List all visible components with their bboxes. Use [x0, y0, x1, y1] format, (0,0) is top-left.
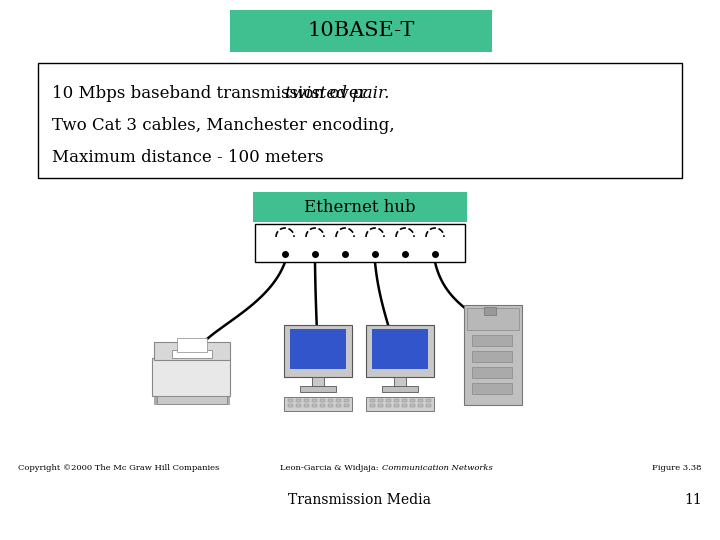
FancyBboxPatch shape: [296, 404, 301, 407]
FancyBboxPatch shape: [230, 10, 492, 52]
FancyBboxPatch shape: [402, 399, 407, 402]
FancyBboxPatch shape: [336, 399, 341, 402]
FancyBboxPatch shape: [344, 399, 349, 402]
FancyBboxPatch shape: [320, 399, 325, 402]
FancyBboxPatch shape: [328, 399, 333, 402]
FancyBboxPatch shape: [284, 397, 352, 411]
FancyBboxPatch shape: [484, 307, 496, 315]
FancyBboxPatch shape: [300, 386, 336, 392]
FancyBboxPatch shape: [464, 305, 522, 405]
Text: Leon-Garcia & Widjaja:: Leon-Garcia & Widjaja:: [280, 464, 384, 472]
FancyBboxPatch shape: [172, 350, 212, 358]
FancyBboxPatch shape: [344, 404, 349, 407]
FancyBboxPatch shape: [304, 404, 309, 407]
FancyBboxPatch shape: [328, 404, 333, 407]
FancyBboxPatch shape: [296, 399, 301, 402]
FancyBboxPatch shape: [154, 342, 230, 360]
FancyBboxPatch shape: [154, 375, 230, 405]
FancyBboxPatch shape: [288, 399, 293, 402]
FancyBboxPatch shape: [38, 63, 682, 178]
FancyBboxPatch shape: [378, 404, 383, 407]
FancyBboxPatch shape: [394, 404, 399, 407]
FancyBboxPatch shape: [472, 351, 512, 362]
Text: Two Cat 3 cables, Manchester encoding,: Two Cat 3 cables, Manchester encoding,: [52, 117, 395, 133]
FancyBboxPatch shape: [157, 396, 227, 404]
Text: 10BASE-T: 10BASE-T: [307, 22, 415, 40]
FancyBboxPatch shape: [372, 329, 428, 369]
FancyBboxPatch shape: [402, 404, 407, 407]
FancyBboxPatch shape: [386, 404, 391, 407]
FancyBboxPatch shape: [312, 399, 317, 402]
FancyBboxPatch shape: [370, 399, 375, 402]
FancyBboxPatch shape: [366, 325, 434, 377]
FancyBboxPatch shape: [370, 404, 375, 407]
FancyBboxPatch shape: [284, 325, 352, 377]
FancyBboxPatch shape: [394, 377, 406, 387]
Text: Communication Networks: Communication Networks: [382, 464, 492, 472]
Text: 10 Mbps baseband transmission over: 10 Mbps baseband transmission over: [52, 84, 372, 102]
FancyBboxPatch shape: [426, 399, 431, 402]
FancyBboxPatch shape: [410, 399, 415, 402]
FancyBboxPatch shape: [320, 404, 325, 407]
Text: Ethernet hub: Ethernet hub: [304, 199, 416, 215]
FancyBboxPatch shape: [366, 397, 434, 411]
FancyBboxPatch shape: [253, 192, 467, 222]
Text: Transmission Media: Transmission Media: [289, 493, 431, 507]
FancyBboxPatch shape: [426, 404, 431, 407]
FancyBboxPatch shape: [418, 404, 423, 407]
Text: twisted pair.: twisted pair.: [285, 84, 390, 102]
FancyBboxPatch shape: [394, 399, 399, 402]
Text: Maximum distance - 100 meters: Maximum distance - 100 meters: [52, 148, 323, 165]
Text: Copyright ©2000 The Mc Graw Hill Companies: Copyright ©2000 The Mc Graw Hill Compani…: [18, 464, 220, 472]
FancyBboxPatch shape: [410, 404, 415, 407]
FancyBboxPatch shape: [386, 399, 391, 402]
FancyBboxPatch shape: [312, 404, 317, 407]
Text: 11: 11: [684, 493, 702, 507]
FancyBboxPatch shape: [472, 367, 512, 378]
FancyBboxPatch shape: [472, 335, 512, 346]
FancyBboxPatch shape: [378, 399, 383, 402]
FancyBboxPatch shape: [312, 377, 324, 387]
FancyBboxPatch shape: [336, 404, 341, 407]
FancyBboxPatch shape: [288, 404, 293, 407]
FancyBboxPatch shape: [382, 386, 418, 392]
FancyBboxPatch shape: [152, 358, 230, 396]
FancyBboxPatch shape: [290, 329, 346, 369]
FancyBboxPatch shape: [255, 224, 465, 262]
FancyBboxPatch shape: [177, 338, 207, 352]
FancyBboxPatch shape: [472, 383, 512, 394]
FancyBboxPatch shape: [418, 399, 423, 402]
FancyBboxPatch shape: [467, 308, 519, 330]
FancyBboxPatch shape: [304, 399, 309, 402]
Text: Figure 3.38: Figure 3.38: [652, 464, 702, 472]
